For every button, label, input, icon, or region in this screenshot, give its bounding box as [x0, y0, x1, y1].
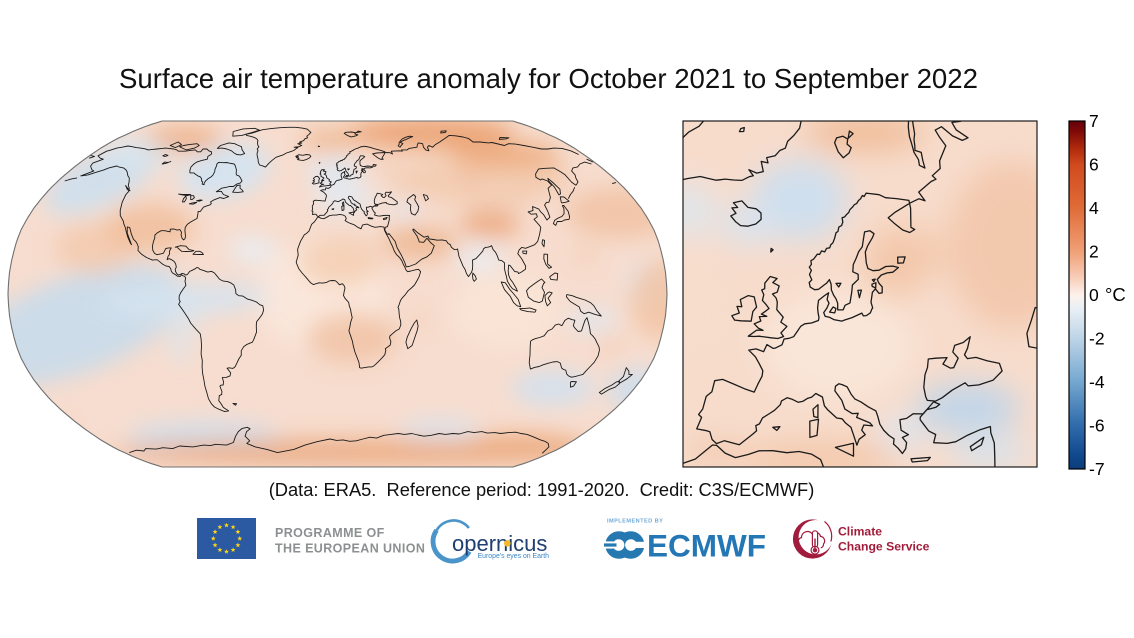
svg-text:Change Service: Change Service: [838, 540, 930, 554]
svg-text:opernicus: opernicus: [452, 531, 547, 556]
svg-text:4: 4: [1089, 198, 1099, 218]
svg-text:2: 2: [1089, 242, 1099, 262]
svg-text:°C: °C: [1105, 284, 1126, 305]
svg-text:-7: -7: [1089, 459, 1105, 479]
svg-text:0: 0: [1089, 285, 1099, 305]
svg-text:IMPLEMENTED BY: IMPLEMENTED BY: [607, 519, 663, 525]
svg-text:7: 7: [1089, 111, 1099, 131]
svg-text:PROGRAMME OF: PROGRAMME OF: [275, 526, 385, 540]
svg-text:-2: -2: [1089, 329, 1105, 349]
svg-text:6: 6: [1089, 155, 1099, 175]
svg-text:ECMWF: ECMWF: [647, 528, 766, 564]
svg-text:Europe's eyes on Earth: Europe's eyes on Earth: [478, 553, 550, 560]
svg-text:THE EUROPEAN UNION: THE EUROPEAN UNION: [275, 542, 425, 556]
svg-text:-4: -4: [1089, 372, 1105, 392]
svg-text:Climate: Climate: [838, 525, 882, 539]
svg-text:-6: -6: [1089, 416, 1105, 436]
